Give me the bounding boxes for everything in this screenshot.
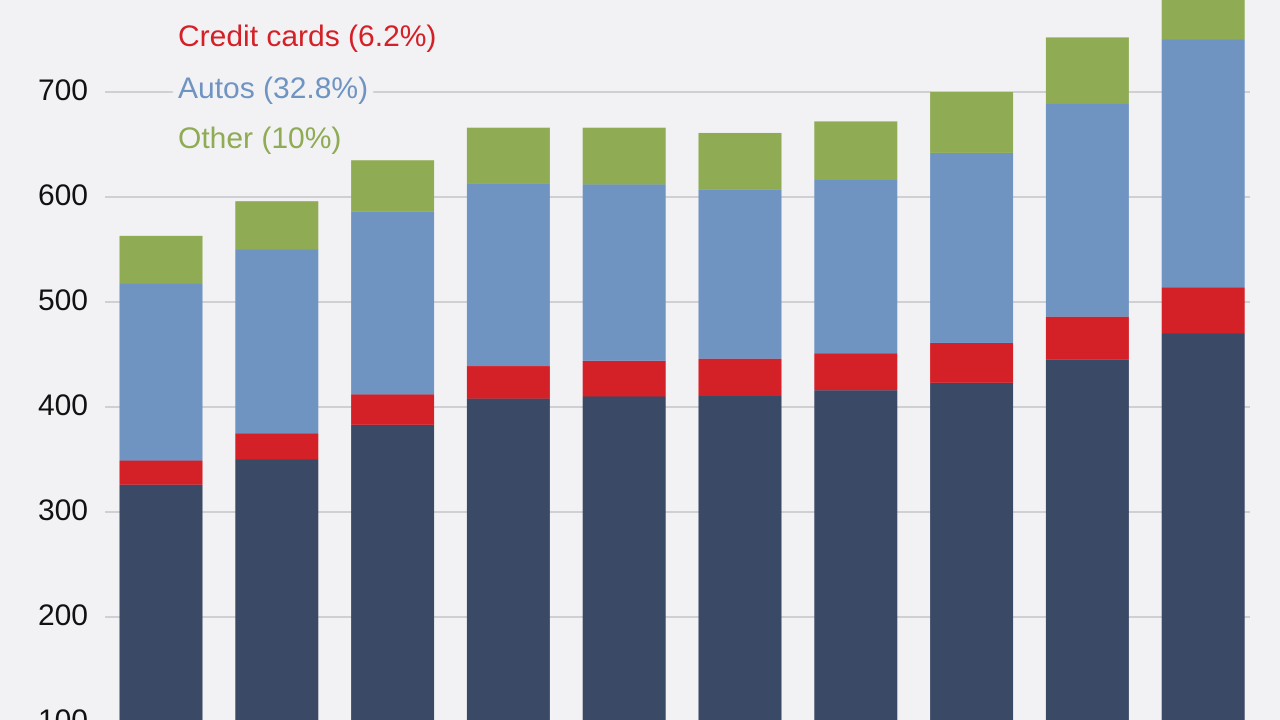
bar-segment	[235, 201, 319, 250]
bar-segment	[351, 211, 435, 395]
y-tick-label: 300	[38, 494, 88, 527]
bar-segment	[1161, 39, 1245, 288]
bar-segment	[119, 460, 203, 485]
bar-segment	[582, 360, 666, 397]
bar-segment	[930, 382, 1014, 720]
bar-segment	[582, 184, 666, 361]
bar-segment	[235, 459, 319, 720]
y-tick-label: 200	[38, 599, 88, 632]
bar-segment	[1045, 37, 1129, 104]
y-tick-label: 700	[38, 74, 88, 107]
bar-segment	[814, 353, 898, 391]
bar-segment	[1045, 103, 1129, 317]
y-tick-label: 100	[38, 704, 88, 720]
bar-segment	[466, 183, 550, 367]
y-tick-label: 400	[38, 389, 88, 422]
bar-segment	[582, 396, 666, 720]
legend-label: Autos (32.8%)	[178, 72, 368, 105]
bar-segment	[698, 189, 782, 359]
bar-segment	[235, 249, 319, 434]
bar-segment	[698, 132, 782, 190]
bar-segment	[119, 283, 203, 461]
legend-label: Credit cards (6.2%)	[178, 20, 436, 53]
y-tick-label: 800	[38, 0, 88, 2]
bar-segment	[466, 398, 550, 720]
bar-segment	[351, 160, 435, 212]
bar-segment	[235, 433, 319, 460]
bar-segment	[119, 484, 203, 720]
bar-segment	[814, 179, 898, 354]
bar-segment	[351, 394, 435, 425]
bar-segment	[582, 127, 666, 185]
bar-segment	[930, 92, 1014, 153]
bar-segment	[930, 342, 1014, 383]
bar-segment	[1161, 287, 1245, 334]
bar-segment	[119, 235, 203, 284]
y-tick-label: 600	[38, 179, 88, 212]
bar-segment	[698, 395, 782, 720]
bar-segment	[1045, 316, 1129, 360]
bar-segment	[930, 152, 1014, 343]
y-tick-label: 500	[38, 284, 88, 317]
bar-segment	[814, 121, 898, 180]
bar-segment	[351, 424, 435, 720]
legend-label: Other (10%)	[178, 122, 341, 155]
bar-segment	[698, 358, 782, 396]
bar-segment	[1161, 333, 1245, 720]
bar-segment	[1045, 359, 1129, 720]
bar-segment	[1161, 0, 1245, 40]
bar-segment	[466, 366, 550, 399]
bar-segment	[466, 127, 550, 184]
bar-segment	[814, 390, 898, 720]
